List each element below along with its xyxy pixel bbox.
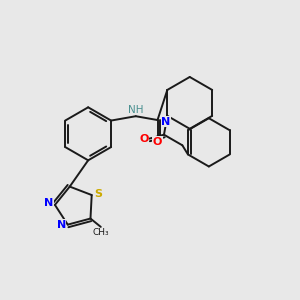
Text: O: O xyxy=(139,134,148,144)
Text: N: N xyxy=(161,117,170,127)
Text: N: N xyxy=(57,220,66,230)
Text: CH₃: CH₃ xyxy=(92,228,109,237)
Text: S: S xyxy=(94,189,102,199)
Text: NH: NH xyxy=(128,105,143,115)
Text: O: O xyxy=(153,136,162,146)
Text: N: N xyxy=(44,198,53,208)
